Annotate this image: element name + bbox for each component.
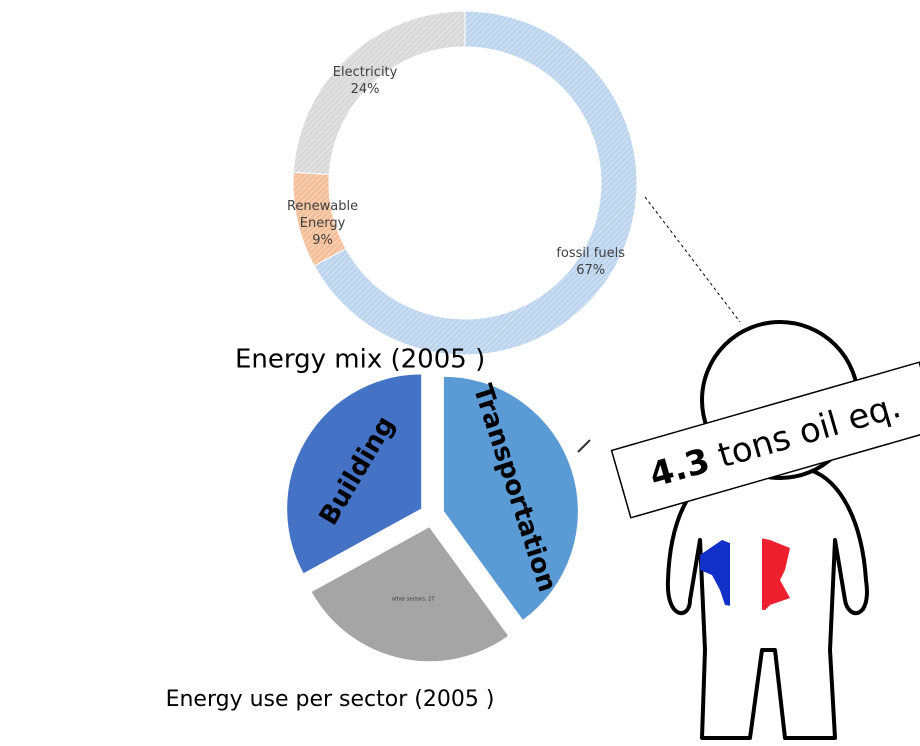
value-label: 24%: [351, 82, 380, 97]
data-label: other sectors, 27: [392, 597, 435, 603]
connector: [578, 440, 590, 452]
category-label: Renewable: [287, 198, 358, 213]
scene: fossil fuels 67% Renewable Energy 9% Electric…: [0, 0, 920, 746]
connector: [645, 197, 740, 322]
category-label: Electricity: [333, 65, 398, 80]
page: fossil fuels 67% Renewable Energy 9% Electric…: [0, 0, 920, 746]
charts: fossil fuels 67% Renewable Energy 9% Electric…: [166, 11, 637, 712]
chart-title: Energy mix (2005 ): [235, 345, 485, 375]
category-label: fossil fuels: [556, 245, 625, 260]
value-label: 67%: [576, 262, 605, 277]
value-label: 9%: [312, 232, 333, 247]
category-label: Energy: [300, 215, 346, 230]
person: [668, 322, 867, 738]
chart-title: Energy use per sector (2005 ): [166, 687, 495, 712]
